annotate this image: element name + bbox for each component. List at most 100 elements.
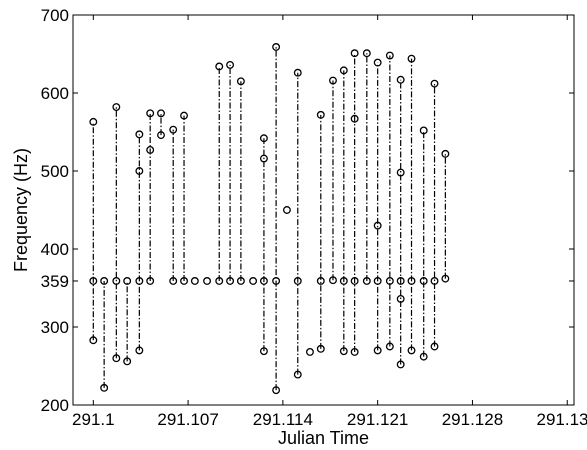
data-point bbox=[112, 354, 121, 363]
x-tick-label: 291.121 bbox=[347, 410, 408, 429]
data-point bbox=[430, 277, 439, 285]
y-tick-label: 200 bbox=[41, 396, 69, 415]
data-point bbox=[282, 206, 291, 214]
axis-ticks: 291.1 291.107 291.114 291.121 291.128 291.135… bbox=[41, 6, 587, 429]
data-point bbox=[180, 111, 188, 120]
data-point bbox=[259, 134, 268, 143]
data-point bbox=[293, 277, 302, 285]
data-point bbox=[396, 168, 405, 177]
data-point bbox=[316, 110, 325, 119]
plot-area bbox=[89, 43, 450, 395]
data-point bbox=[135, 277, 144, 285]
data-point bbox=[407, 346, 416, 355]
y-tick-label: 400 bbox=[41, 240, 69, 259]
data-point bbox=[272, 277, 281, 285]
data-point bbox=[236, 277, 245, 285]
data-point bbox=[316, 344, 325, 353]
data-point bbox=[339, 66, 348, 75]
data-point bbox=[293, 370, 302, 379]
y-tick-label: 600 bbox=[41, 84, 69, 103]
data-point bbox=[419, 277, 428, 285]
data-point bbox=[203, 277, 212, 285]
data-point bbox=[396, 277, 405, 285]
data-point bbox=[157, 109, 165, 118]
data-point bbox=[89, 336, 98, 345]
data-point bbox=[146, 145, 155, 154]
data-point bbox=[407, 54, 416, 63]
y-tick-label: 359 bbox=[41, 272, 69, 291]
data-point bbox=[419, 126, 428, 135]
data-point bbox=[316, 277, 325, 285]
data-point bbox=[135, 130, 144, 139]
data-point bbox=[350, 114, 359, 123]
data-point bbox=[249, 277, 258, 285]
data-point bbox=[339, 347, 348, 356]
data-point bbox=[123, 357, 132, 366]
data-point bbox=[419, 352, 428, 361]
data-point bbox=[430, 79, 439, 88]
data-point bbox=[112, 277, 121, 285]
data-point bbox=[89, 117, 98, 126]
data-point bbox=[385, 51, 394, 60]
data-point bbox=[169, 125, 178, 134]
data-point bbox=[373, 221, 382, 230]
data-point bbox=[169, 277, 178, 285]
data-point bbox=[350, 277, 359, 285]
data-point bbox=[180, 277, 188, 285]
data-point bbox=[441, 274, 450, 283]
y-tick-label: 500 bbox=[41, 162, 69, 181]
data-point bbox=[236, 77, 245, 86]
y-tick-label: 300 bbox=[41, 318, 69, 337]
data-point bbox=[215, 62, 224, 71]
data-point bbox=[259, 347, 268, 356]
x-tick-label: 291.128 bbox=[442, 410, 503, 429]
data-point bbox=[135, 346, 144, 355]
axes-frame bbox=[72, 14, 575, 406]
x-tick-label: 291.114 bbox=[253, 410, 313, 429]
data-point bbox=[339, 277, 348, 285]
x-tick-label: 291.1 bbox=[72, 410, 115, 429]
data-point bbox=[272, 386, 281, 395]
data-point bbox=[373, 277, 382, 285]
data-point bbox=[259, 154, 268, 163]
data-point bbox=[396, 360, 405, 369]
data-point bbox=[226, 277, 235, 285]
data-point bbox=[441, 149, 450, 158]
y-axis-title: Frequency (Hz) bbox=[11, 148, 31, 272]
data-point bbox=[373, 58, 382, 67]
data-point bbox=[157, 131, 165, 140]
data-point bbox=[112, 103, 121, 111]
data-point bbox=[146, 277, 155, 285]
data-point bbox=[407, 277, 416, 285]
data-point bbox=[385, 277, 394, 285]
data-point bbox=[430, 342, 439, 351]
x-axis-title: Julian Time bbox=[278, 428, 369, 448]
data-point bbox=[293, 68, 302, 77]
x-tick-label: 291.135 bbox=[537, 410, 587, 429]
data-point bbox=[385, 342, 394, 351]
data-point bbox=[190, 277, 199, 285]
data-point bbox=[306, 348, 314, 356]
data-point bbox=[123, 277, 132, 285]
data-point bbox=[146, 109, 155, 118]
x-tick-label: 291.107 bbox=[157, 410, 218, 429]
data-point bbox=[226, 60, 235, 69]
data-point bbox=[362, 49, 371, 58]
data-point bbox=[259, 277, 268, 285]
data-point bbox=[89, 277, 98, 285]
data-point bbox=[396, 75, 405, 84]
y-tick-label: 700 bbox=[41, 6, 69, 25]
data-point bbox=[135, 167, 144, 175]
data-point bbox=[272, 43, 281, 51]
data-point bbox=[350, 348, 359, 356]
data-point bbox=[329, 76, 337, 85]
data-point bbox=[373, 346, 382, 355]
data-point bbox=[215, 277, 224, 285]
data-point bbox=[396, 294, 405, 303]
data-point bbox=[362, 277, 371, 285]
data-point bbox=[329, 276, 337, 285]
data-point bbox=[100, 277, 109, 285]
data-point bbox=[100, 383, 109, 392]
